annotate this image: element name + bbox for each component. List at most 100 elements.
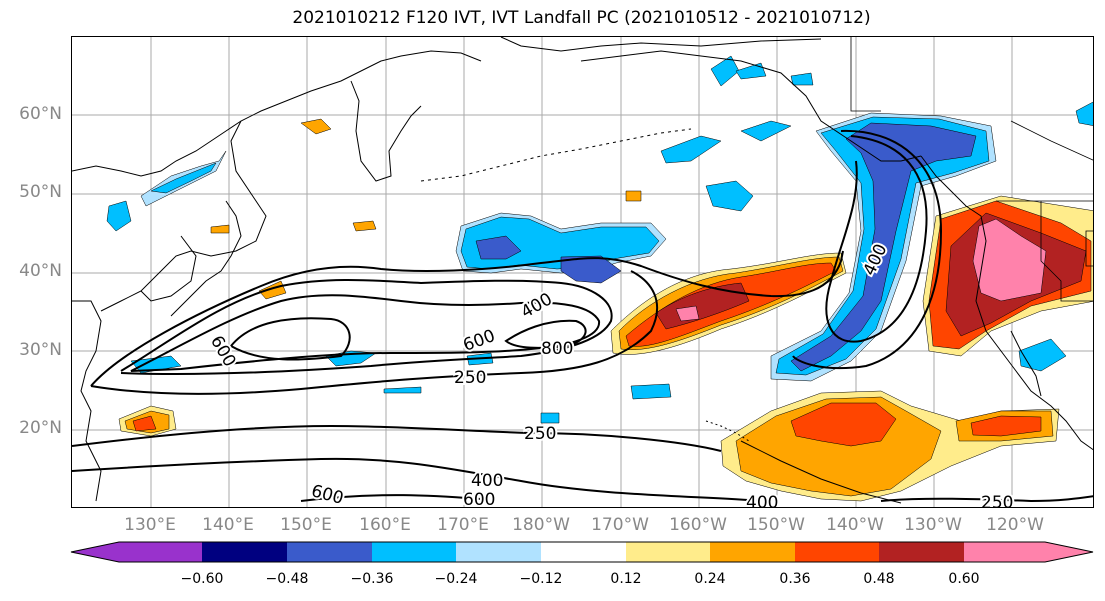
contour-400-east (825, 135, 928, 343)
lon-label-170e: 170°E (437, 515, 489, 535)
contour-250-se (880, 495, 1093, 503)
aleutians (420, 128, 692, 182)
state-border-2 (1040, 201, 1093, 302)
mid-royal (475, 235, 622, 284)
colorbar-cell (541, 542, 626, 562)
contour-250-outer (90, 250, 844, 387)
contour-250-east (792, 129, 943, 370)
colorbar-cell (287, 542, 372, 562)
korea (140, 235, 197, 302)
subtrop-se-orangered (970, 415, 1042, 437)
china-coast (72, 300, 102, 502)
colorbar-tick-label: −0.60 (180, 571, 224, 587)
colorbar-cell (202, 542, 287, 562)
colorbar-cell (879, 542, 964, 562)
contour-label-250-south: 250 (524, 424, 556, 444)
colorbar-tick-label: 0.36 (779, 571, 811, 587)
colorbar-tick-label: −0.24 (434, 571, 478, 587)
colorbar-tick-label: −0.48 (265, 571, 309, 587)
state-border-1 (1010, 120, 1093, 161)
alaska (580, 50, 922, 162)
contour-label-600-south: 600 (463, 490, 495, 508)
wpac-cool-2 (106, 200, 132, 232)
colorbar-tick-label: 0.48 (863, 571, 895, 587)
lon-label-150e: 150°E (280, 515, 332, 535)
colorbar-outline (70, 541, 1094, 563)
na-coast (920, 155, 1093, 451)
colorbar-cell (795, 542, 879, 562)
okhotsk-coast (100, 120, 267, 312)
colorbar-cell (626, 542, 710, 562)
contour-label-250-mid: 250 (454, 368, 486, 388)
band-firebrick (655, 282, 750, 330)
colorbar-tick-label: 0.60 (948, 571, 980, 587)
arc-royal (790, 122, 977, 372)
contour-label-600-south-left: 600 (309, 481, 346, 508)
lon-label-160e: 160°E (359, 515, 411, 535)
small-warm-5 (210, 224, 230, 234)
npac-cool-10 (540, 412, 560, 424)
alaska-north (500, 37, 822, 52)
lon-label-120w: 120°W (986, 515, 1044, 535)
small-warm-2 (258, 280, 287, 300)
npac-cool-7 (1018, 338, 1067, 372)
lon-label-140e: 140°E (202, 515, 254, 535)
colorbar-cell (964, 542, 1093, 562)
wpac-cool-1b (150, 162, 217, 194)
lat-label-50n: 50°N (19, 182, 62, 202)
lon-label-160w: 160°W (669, 515, 727, 535)
lon-label-130e: 130°E (124, 515, 176, 535)
lon-label-180w: 180°W (512, 515, 570, 535)
lon-label-130w: 130°W (904, 515, 962, 535)
colorbar-tick-label: 0.24 (694, 571, 726, 587)
npac-cool-9 (630, 383, 672, 400)
small-warm-1 (300, 118, 332, 135)
contour-400-south (72, 457, 762, 502)
contour-label-250-se: 250 (981, 493, 1013, 508)
kamchatka (350, 80, 422, 182)
subtrop-orangered (790, 402, 897, 447)
map-title: 2021010212 F120 IVT, IVT Landfall PC (20… (292, 8, 871, 28)
contour-label-400-south: 400 (471, 471, 503, 491)
lat-label-60n: 60°N (19, 104, 62, 124)
lon-label-140w: 140°W (826, 515, 884, 535)
lat-label-40n: 40°N (19, 261, 62, 281)
mexico-coast (740, 440, 902, 504)
small-warm-4 (625, 190, 642, 202)
band-pink (675, 305, 700, 322)
small-warm-3 (352, 220, 377, 232)
npac-cool-4 (705, 180, 754, 212)
npac-cool-8 (1075, 101, 1093, 126)
lat-label-30n: 30°N (19, 340, 62, 360)
wpac-warm-red (132, 415, 157, 432)
colorbar-cell (710, 542, 795, 562)
contour-250-south (72, 424, 722, 452)
canada-border (850, 37, 881, 112)
npac-cool-2 (735, 62, 767, 80)
colorbar (69, 541, 1096, 563)
colorbar-tick-label: 0.12 (610, 571, 642, 587)
colorbar-svg (70, 541, 1094, 563)
npac-cool-3 (790, 72, 814, 86)
wpac-cool-4 (383, 386, 422, 394)
map-panel: 600 400 600 800 250 400 250 400 600 600 … (71, 36, 1094, 508)
japan (170, 200, 242, 317)
contour-label-400-se: 400 (746, 493, 778, 508)
coastlines (72, 37, 1093, 504)
map-svg: 600 400 600 800 250 400 250 400 600 600 … (72, 37, 1093, 508)
lat-label-20n: 20°N (19, 418, 62, 438)
colorbar-cell (372, 542, 456, 562)
contour-250-lower (90, 270, 658, 395)
npac-cool-6 (740, 120, 792, 142)
asia-coast (72, 50, 482, 177)
coast-pink (972, 218, 1047, 302)
lon-label-150w: 150°W (747, 515, 805, 535)
contour-400-west (120, 279, 613, 375)
contour-600-west-closed (229, 317, 351, 361)
colorbar-cell (456, 542, 541, 562)
contour-label-400-mid: 400 (518, 289, 556, 323)
borders (850, 37, 1093, 302)
contour-800 (504, 319, 587, 349)
contour-label-800: 800 (541, 339, 573, 359)
contour-600 (130, 294, 601, 372)
